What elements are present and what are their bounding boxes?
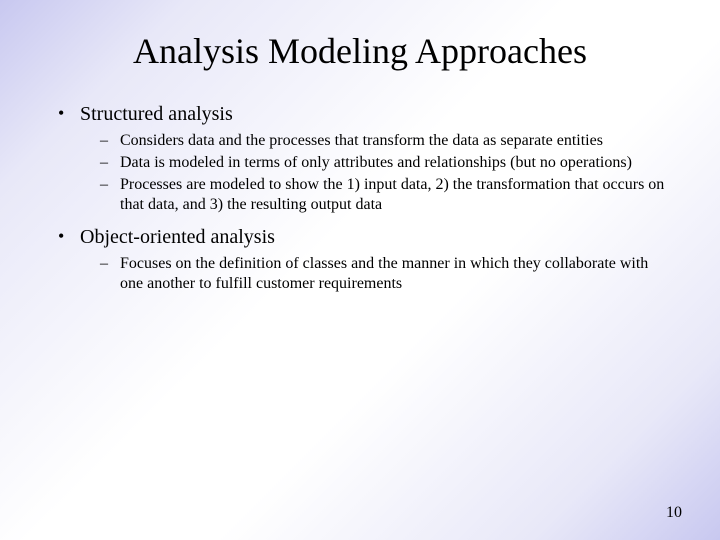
slide-title: Analysis Modeling Approaches xyxy=(0,0,720,82)
bullet-text: Object-oriented analysis xyxy=(80,226,275,248)
slide-content: Structured analysis Considers data and t… xyxy=(0,82,720,294)
slide: Analysis Modeling Approaches Structured … xyxy=(0,0,720,540)
sub-bullet-item: Focuses on the definition of classes and… xyxy=(80,254,670,294)
sub-bullet-item: Considers data and the processes that tr… xyxy=(80,131,670,151)
page-number: 10 xyxy=(666,504,682,522)
sub-bullet-item: Data is modeled in terms of only attribu… xyxy=(80,153,670,173)
sub-bullet-list: Considers data and the processes that tr… xyxy=(80,131,670,215)
bullet-list: Structured analysis Considers data and t… xyxy=(50,102,670,294)
bullet-item: Object-oriented analysis Focuses on the … xyxy=(50,225,670,294)
sub-bullet-item: Processes are modeled to show the 1) inp… xyxy=(80,175,670,215)
bullet-item: Structured analysis Considers data and t… xyxy=(50,102,670,215)
bullet-text: Structured analysis xyxy=(80,103,233,125)
sub-bullet-list: Focuses on the definition of classes and… xyxy=(80,254,670,294)
